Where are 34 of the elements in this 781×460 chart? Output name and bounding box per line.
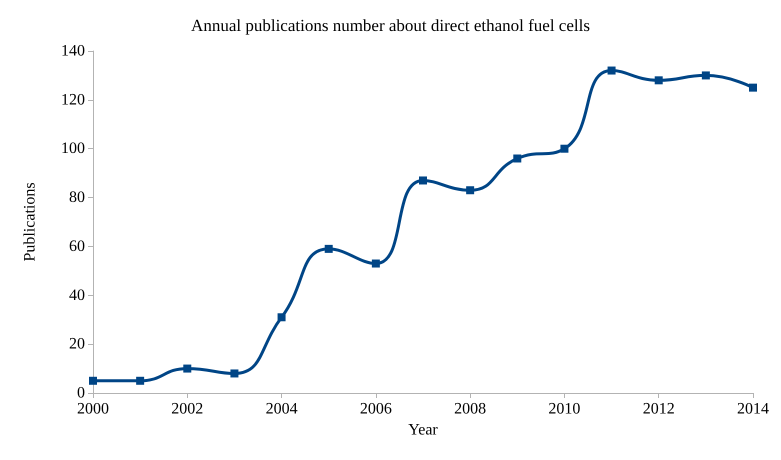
point [466, 186, 474, 194]
y-tick-label: 100 [61, 140, 85, 158]
x-tick-label: 2004 [266, 400, 298, 418]
y-tick-label: 40 [69, 286, 85, 304]
x-axis-title: Year [408, 421, 438, 438]
x-tick-label: 2008 [454, 400, 486, 418]
y-tick-label: 140 [61, 42, 85, 60]
point [560, 144, 568, 153]
y-axis-title: Publications [22, 182, 38, 262]
y-tick-label: 20 [69, 336, 85, 353]
point [702, 71, 710, 80]
point [513, 154, 522, 162]
point [749, 84, 757, 92]
point [278, 313, 286, 322]
chart-title: Annual publications number about direct ethanol fuel cells [191, 16, 590, 35]
point [136, 376, 144, 385]
x-tick-label: 2012 [642, 400, 675, 418]
point [230, 369, 238, 378]
point [324, 244, 333, 253]
point [372, 260, 380, 268]
x-tick-label: 2000 [77, 400, 109, 418]
y-tick-label: 60 [69, 238, 85, 255]
x-tick-label: 2006 [360, 400, 392, 418]
point [183, 364, 192, 373]
point [89, 376, 97, 385]
x-tick-label: 2014 [737, 400, 769, 418]
x-tick-label: 2010 [548, 400, 580, 418]
y-tick-label: 80 [69, 189, 85, 206]
y-tick-label: 0 [77, 384, 85, 402]
point [419, 176, 427, 184]
point [654, 76, 663, 84]
y-tick-label: 120 [61, 91, 85, 108]
x-tick-label: 2002 [171, 400, 204, 418]
point [608, 66, 616, 75]
